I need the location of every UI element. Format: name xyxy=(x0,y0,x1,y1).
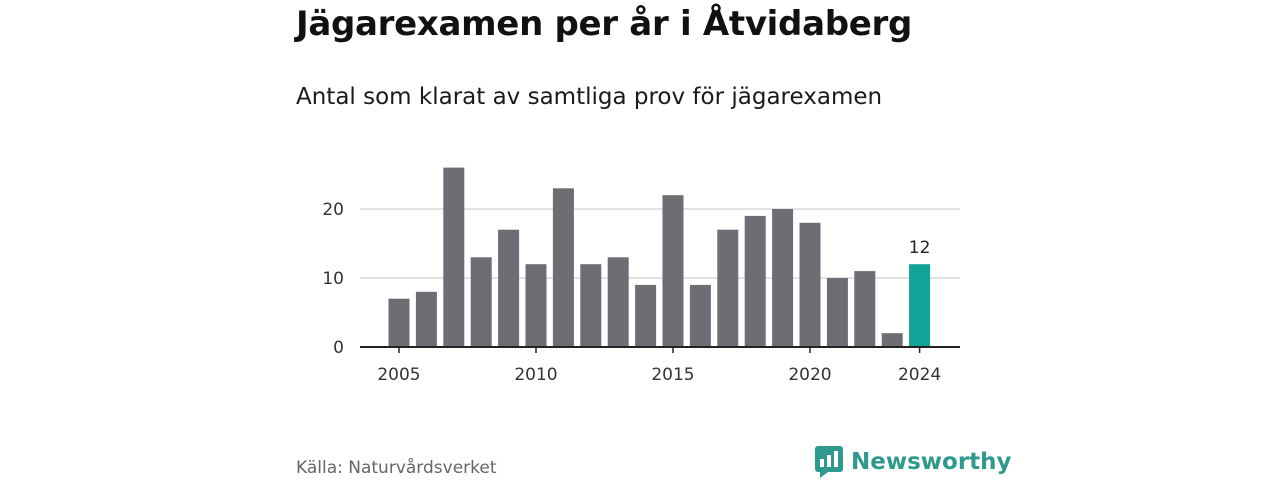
bar-2011 xyxy=(552,188,574,347)
x-tick-label-2010: 2010 xyxy=(514,365,557,385)
y-tick-label-0: 0 xyxy=(333,338,344,358)
data-label-2024: 12 xyxy=(909,238,931,258)
bar-chart: 0 10 20 2005 2010 2015 2020 2024 12 xyxy=(322,167,960,385)
bar-2013 xyxy=(607,257,629,347)
bar-2007 xyxy=(443,167,465,347)
y-tick-label-10: 10 xyxy=(322,269,344,289)
bar-2017 xyxy=(717,229,739,347)
bar-2020 xyxy=(799,222,821,347)
bar-2016 xyxy=(689,284,711,347)
newsworthy-logo-icon xyxy=(815,446,843,478)
bar-2023 xyxy=(881,333,903,347)
chart-title: Jägarexamen per år i Åtvidaberg xyxy=(296,4,913,44)
bar-2014 xyxy=(635,284,657,347)
bar-2009 xyxy=(498,229,520,347)
x-tick-label-2024: 2024 xyxy=(898,365,941,385)
chart-subtitle: Antal som klarat av samtliga prov för jä… xyxy=(296,84,883,110)
bar-2005 xyxy=(388,298,410,347)
bar-2022 xyxy=(854,271,876,347)
source-note: Källa: Naturvårdsverket xyxy=(296,458,497,478)
bar-2021 xyxy=(826,278,848,347)
bar-2019 xyxy=(772,209,794,347)
bar-2010 xyxy=(525,264,547,347)
bar-2008 xyxy=(470,257,492,347)
bar-2015 xyxy=(662,195,684,347)
bars xyxy=(388,167,931,347)
bar-2018 xyxy=(744,215,766,347)
x-tick-label-2015: 2015 xyxy=(651,365,694,385)
bar-2012 xyxy=(580,264,602,347)
x-tick-label-2005: 2005 xyxy=(377,365,420,385)
x-tick-label-2020: 2020 xyxy=(788,365,831,385)
axes xyxy=(360,346,960,353)
bar-2006 xyxy=(415,291,437,347)
bar-2024 xyxy=(909,264,931,347)
labels: 0 10 20 2005 2010 2015 2020 2024 12 xyxy=(322,200,941,385)
brand-name: Newsworthy xyxy=(851,449,1012,475)
brand: Newsworthy xyxy=(815,446,1012,478)
y-tick-label-20: 20 xyxy=(322,200,344,220)
